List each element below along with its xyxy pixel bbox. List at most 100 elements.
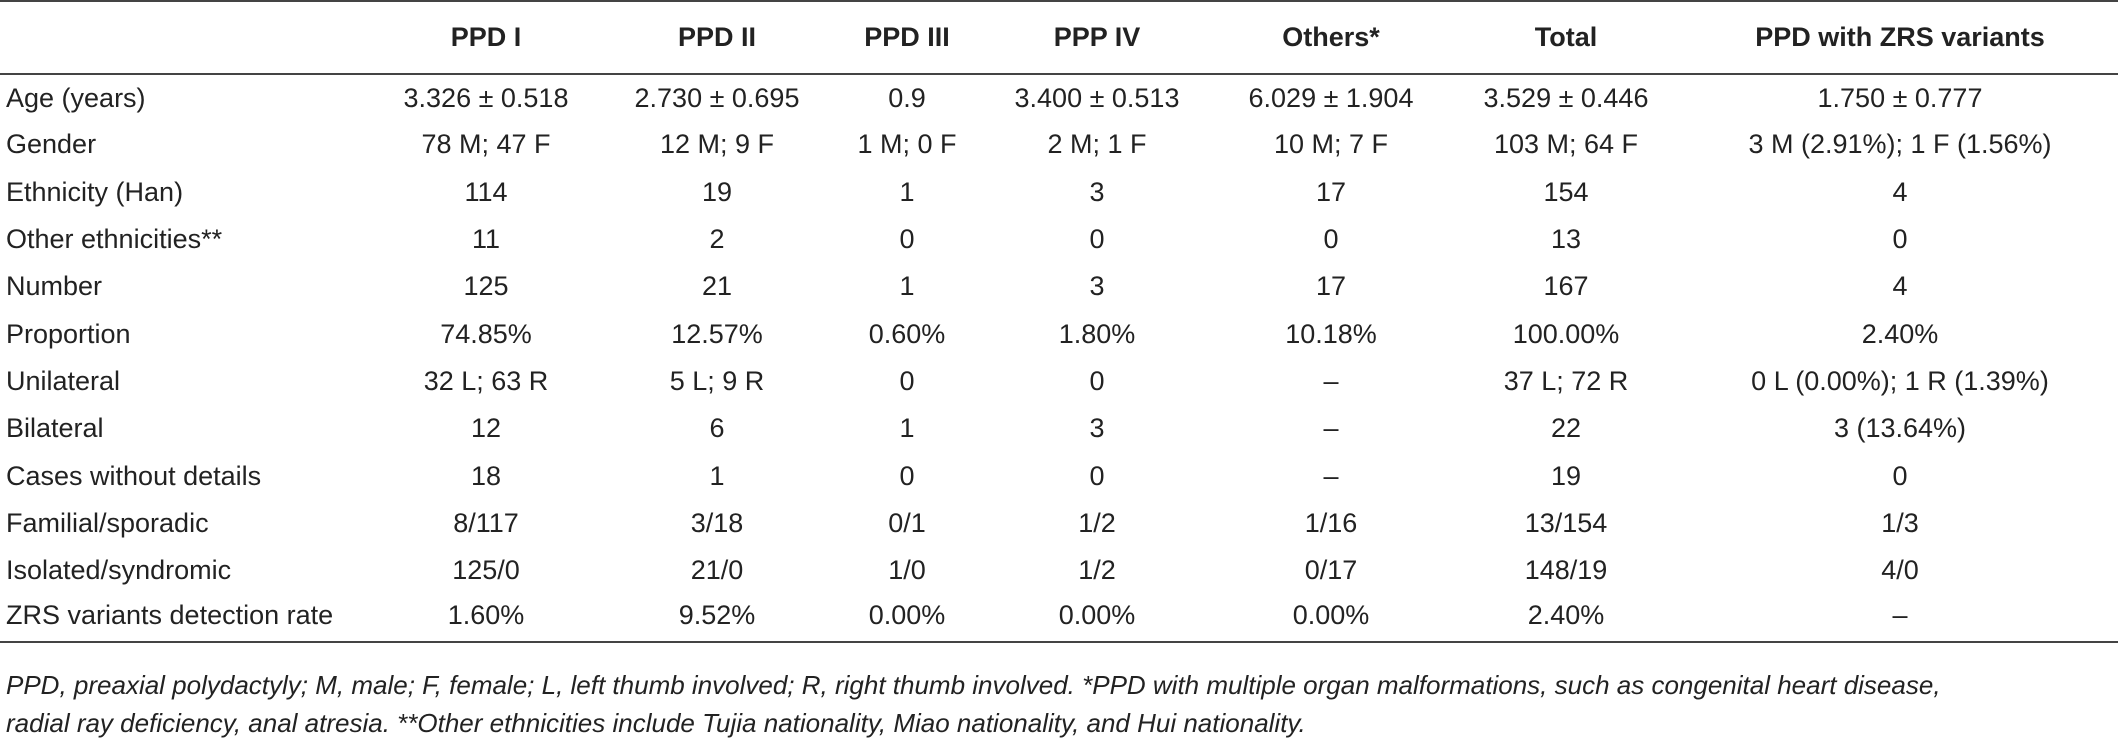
table-cell: – <box>1323 413 1339 444</box>
row-label-cell: Isolated/syndromic <box>6 555 232 586</box>
table-cell: 3 <box>1089 271 1105 302</box>
table-cell: 6.029 ± 1.904 <box>1248 82 1414 113</box>
table-cell: 0.9 <box>888 82 926 113</box>
table-cell: 1/2 <box>1078 555 1116 586</box>
table-row: Bilateral 12 6 1 3 – 22 3 (13.64%) <box>0 405 2118 452</box>
table-cell: 2.730 ± 0.695 <box>634 82 800 113</box>
table-cell: 8/117 <box>453 507 519 538</box>
header-cell-blank <box>0 0 370 75</box>
row-label-cell: Ethnicity (Han) <box>6 176 184 207</box>
table-cell: 167 <box>1543 271 1589 302</box>
table-cell: 12 <box>470 413 502 444</box>
header-cell-ppd-ii: PPD II <box>602 0 832 75</box>
row-label-cell: ZRS variants detection rate <box>0 594 370 643</box>
table-cell: 0.00% <box>982 594 1212 643</box>
table-cell: 2.40% <box>1861 318 1939 349</box>
table-cell: 1.750 ± 0.777 <box>1817 82 1983 113</box>
table-cell: 12 M; 9 F <box>659 129 775 160</box>
table-cell: 0/1 <box>888 507 926 538</box>
table-cell: 0 <box>1892 460 1908 491</box>
data-table-container: PPD I PPD II PPD III PPP IV Others* Tota… <box>0 0 2118 643</box>
data-table: PPD I PPD II PPD III PPP IV Others* Tota… <box>0 0 2118 643</box>
table-cell: 0.00% <box>832 594 982 643</box>
table-cell: 22 <box>1550 413 1582 444</box>
row-label-cell: Unilateral <box>6 365 121 396</box>
table-cell: 0/17 <box>1304 555 1358 586</box>
table-row: Isolated/syndromic 125/0 21/0 1/0 1/2 0/17 148… <box>0 547 2118 594</box>
table-cell: 19 <box>701 176 733 207</box>
table-cell: 21/0 <box>690 555 744 586</box>
table-cell: 13 <box>1550 224 1582 255</box>
table-cell: 32 L; 63 R <box>423 365 549 396</box>
table-cell: 11 <box>471 224 501 255</box>
header-cell-ppd-i: PPD I <box>370 0 602 75</box>
table-row: Gender 78 M; 47 F 12 M; 9 F 1 M; 0 F 2 M; 1 … <box>0 121 2118 168</box>
table-cell: 1/3 <box>1881 507 1919 538</box>
table-cell: 3 <box>1089 413 1105 444</box>
table-cell: 1.60% <box>370 594 602 643</box>
table-header-row: PPD I PPD II PPD III PPP IV Others* Tota… <box>0 0 2118 75</box>
table-cell: 154 <box>1543 176 1589 207</box>
table-cell: 1.80% <box>1058 318 1136 349</box>
row-label-cell: Other ethnicities** <box>6 224 223 255</box>
table-row: Proportion 74.85% 12.57% 0.60% 1.80% 10.18% 10… <box>0 310 2118 357</box>
table-cell: 114 <box>464 176 508 207</box>
table-cell: 103 M; 64 F <box>1493 129 1639 160</box>
header-cell-total: Total <box>1450 0 1682 75</box>
table-cell: 0 <box>1089 460 1105 491</box>
table-cell: 2 M; 1 F <box>1047 129 1147 160</box>
table-cell: 1 <box>899 176 915 207</box>
table-row: Other ethnicities** 11 2 0 0 0 13 0 <box>0 216 2118 263</box>
header-cell-ppd-iii: PPD III <box>832 0 982 75</box>
table-row: Familial/sporadic 8/117 3/18 0/1 1/2 1/16 13/1… <box>0 500 2118 547</box>
table-cell: 17 <box>1315 176 1347 207</box>
table-cell: – <box>1682 594 2118 643</box>
table-cell: 2 <box>709 224 725 255</box>
table-cell: 0 <box>1323 224 1339 255</box>
table-cell: 1 <box>899 413 915 444</box>
table-cell: 4/0 <box>1881 555 1919 586</box>
footnote-line-1: PPD, preaxial polydactyly; M, male; F, f… <box>6 670 1941 700</box>
table-row: Unilateral 32 L; 63 R 5 L; 9 R 0 0 – 37 L; 72 … <box>0 358 2118 405</box>
table-row: Age (years) 3.326 ± 0.518 2.730 ± 0.695 0.9… <box>0 74 2118 121</box>
table-cell: 74.85% <box>440 318 532 349</box>
table-cell: 21 <box>701 271 733 302</box>
table-row: Cases without details 18 1 0 0 – 19 0 <box>0 452 2118 499</box>
table-cell: 125 <box>463 271 509 302</box>
table-cell: 125/0 <box>452 555 520 586</box>
table-cell: 9.52% <box>602 594 832 643</box>
footnote-line-2: radial ray deficiency, anal atresia. **O… <box>6 708 1306 738</box>
table-cell: 3.529 ± 0.446 <box>1483 82 1649 113</box>
row-label-cell: Number <box>6 271 103 302</box>
table-cell: 5 L; 9 R <box>669 365 765 396</box>
table-cell: 1 M; 0 F <box>857 129 957 160</box>
table-cell: 13/154 <box>1524 507 1608 538</box>
table-cell: 0 <box>899 365 915 396</box>
table-cell: – <box>1323 365 1339 396</box>
table-cell: 10 M; 7 F <box>1273 129 1389 160</box>
table-cell: 3.326 ± 0.518 <box>403 82 569 113</box>
table-cell: 3 (13.64%) <box>1833 413 1967 444</box>
row-label-cell: Proportion <box>6 318 131 349</box>
table-cell: 148/19 <box>1524 555 1608 586</box>
table-cell: 0.00% <box>1212 594 1450 643</box>
header-cell-ppp-iv: PPP IV <box>982 0 1212 75</box>
table-cell: 2.40% <box>1450 594 1682 643</box>
table-cell: 37 L; 72 R <box>1503 365 1629 396</box>
table-cell: 18 <box>470 460 502 491</box>
table-cell: 12.57% <box>671 318 763 349</box>
table-cell: 0 <box>1089 224 1105 255</box>
table-cell: 1 <box>709 460 725 491</box>
table-cell: – <box>1323 460 1339 491</box>
table-cell: 3.400 ± 0.513 <box>1014 82 1180 113</box>
row-label-cell: Gender <box>6 129 97 160</box>
table-cell: 0 <box>899 224 915 255</box>
row-label-cell: Bilateral <box>6 413 104 444</box>
table-cell: 3/18 <box>690 507 744 538</box>
table-cell: 3 M (2.91%); 1 F (1.56%) <box>1748 129 2052 160</box>
table-row: Ethnicity (Han) 114 19 1 3 17 154 4 <box>0 169 2118 216</box>
header-cell-others: Others* <box>1212 0 1450 75</box>
table-cell: 78 M; 47 F <box>421 129 551 160</box>
table-cell: 1/0 <box>888 555 926 586</box>
row-label-cell: Cases without details <box>6 460 262 491</box>
